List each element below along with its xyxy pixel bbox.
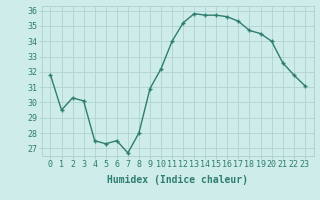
X-axis label: Humidex (Indice chaleur): Humidex (Indice chaleur)	[107, 175, 248, 185]
